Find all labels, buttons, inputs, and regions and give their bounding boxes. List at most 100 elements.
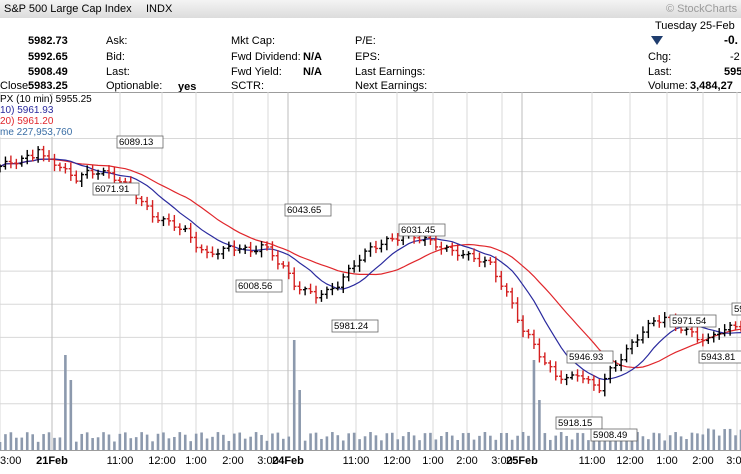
price-bar [19,155,24,167]
x-tick-label: 2:00 [456,455,477,467]
price-bar [624,344,629,363]
price-bar [57,162,63,172]
price-bar [390,233,395,242]
price-bar [657,315,662,328]
price-chart[interactable]: 6089.13 6071.91 6043.65 6008.56 6031.45 5981.… [0,92,741,469]
price-bar [253,245,259,255]
volume-bar [102,432,105,450]
price-bar [46,150,52,162]
volume-bar [570,439,574,450]
legend-ma20: 20) 5961.20 [0,116,54,127]
volume-bar [53,437,56,450]
volume-bar [211,436,214,450]
price-bar [183,225,188,233]
price-bar [155,212,161,223]
volume-bar [608,439,612,450]
price-bar [259,241,264,258]
volume-bars [0,340,741,450]
volume-bar [20,437,24,450]
x-tick-label: 1:00 [656,455,677,467]
volume-bar [510,439,514,450]
annotation-label: 5908.49 [590,428,638,442]
volume-bar [734,435,737,450]
price-bar [384,236,390,251]
price-bar [308,283,313,294]
annotation-label: 59 [731,302,741,316]
price-bar [264,241,270,251]
price-bar [357,254,362,272]
price-bar [351,260,357,273]
price-bar [270,241,275,261]
x-tick-label: 11:00 [107,455,134,467]
price-bar [662,312,667,328]
volume-bar [603,436,607,450]
stockcharts-watermark: © StockCharts [666,3,738,15]
volume-bar [140,432,143,450]
volume-bar [538,400,541,450]
volume-bar [494,439,498,450]
volume-bar [227,440,231,450]
volume-bar [205,438,209,450]
annotation-box [566,350,614,364]
volume-bar [4,434,7,450]
volume-bar [276,432,280,450]
price-bar [526,329,531,339]
price-bar [717,328,722,340]
price-bar [14,158,19,170]
volume-bar [701,434,705,450]
price-bar [112,167,117,185]
volume-bar [260,434,263,450]
price-bar [248,241,253,257]
price-bar [531,329,537,349]
volume-bar [450,435,454,450]
price-bar [602,373,607,397]
price-bar [150,200,155,223]
index-title: S&P 500 Large Cap Index [4,3,132,15]
optionable-label: Optionable: [106,80,163,92]
annotation-box [284,203,332,217]
price-bar [553,361,558,381]
price-bar [395,233,400,246]
volume-bar [325,436,329,450]
price-bar [335,281,341,291]
annotation-label: 6008.56 [235,279,283,293]
volume-bar [587,440,590,450]
sctr-label: SCTR: [231,80,264,92]
volume-bar [249,436,252,450]
volume-bar [358,439,361,450]
price-bar [302,286,308,296]
volume-bar [374,435,378,450]
price-bar [471,248,477,262]
annotation-text: 6043.65 [287,205,321,216]
volume-bar [85,432,89,450]
volume-bar [129,438,133,450]
volume-bar [96,437,100,450]
volume-label: Volume: [648,80,688,92]
annotation-box [92,182,140,196]
price-bar [618,353,624,372]
volume-bar [80,433,84,450]
annotation-text: 5971.54 [672,316,706,327]
volume-bar [0,442,2,450]
price-bar [188,222,193,243]
volume-bar [461,433,465,450]
price-bar [439,241,444,255]
x-tick-label: 1:00 [185,455,206,467]
volume-bar [625,440,628,450]
volume-bar [619,433,623,450]
volume-bar [532,360,536,450]
volume-bar [124,432,127,450]
volume-bar [559,432,563,450]
price-bar [172,214,177,231]
volume-bar [739,429,741,450]
price-bar [3,156,8,170]
price-annotations: 6089.13 6071.91 6043.65 6008.56 6031.45 5981.… [92,135,741,442]
volume-bar [369,432,372,450]
volume-bar [723,429,726,450]
price-bar [0,164,3,173]
volume-bar [483,432,487,450]
price-bar [215,248,221,260]
legend-volume: me 227,953,760 [0,127,73,138]
close-label: Close: [0,80,32,92]
x-tick-label: 2:00 [222,455,243,467]
